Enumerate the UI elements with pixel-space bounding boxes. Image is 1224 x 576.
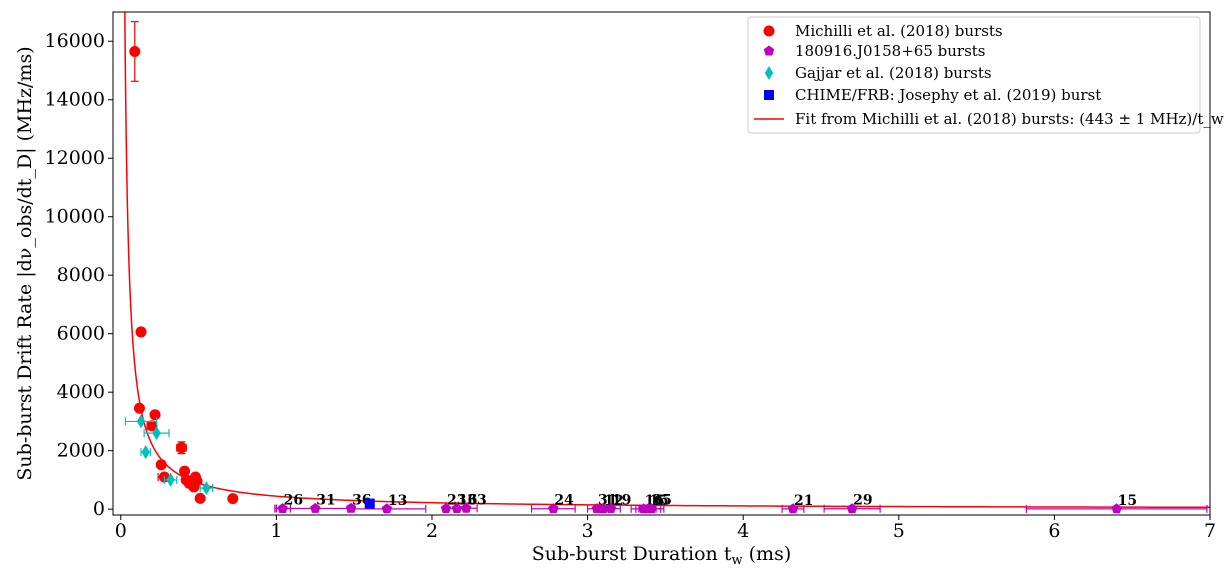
data-point: [152, 426, 161, 441]
x-tick-label: 7: [1204, 520, 1216, 542]
y-tick-label: 12000: [45, 147, 105, 169]
burst-label: 29: [853, 493, 872, 509]
x-axis-label-text: Sub-burst Duration t: [532, 543, 732, 565]
data-point: [646, 503, 657, 514]
data-point: [141, 445, 150, 460]
data-point: [460, 502, 472, 513]
data-point: [787, 503, 799, 514]
x-axis-label-subscript: w: [731, 553, 742, 568]
y-axis-label: Sub-burst Drift Rate |dν_obs/dt_D| (MHz/…: [14, 46, 36, 480]
data-point: [188, 481, 200, 493]
data-point: [133, 402, 145, 414]
legend-label: 180916.J0158+65 bursts: [795, 42, 986, 60]
data-point: [149, 409, 161, 421]
burst-label: 19: [612, 493, 631, 509]
y-tick-label: 4000: [57, 381, 105, 403]
legend-box: [747, 16, 1201, 134]
data-point: [605, 503, 617, 514]
data-point: [1111, 503, 1122, 514]
data-point: [846, 503, 858, 514]
x-tick-label: 0: [115, 520, 127, 542]
plot-frame: [112, 11, 1211, 516]
data-point: [129, 45, 141, 57]
data-point: [364, 498, 375, 509]
data-point: [381, 503, 393, 514]
data-point: [194, 492, 206, 504]
data-point: [227, 493, 239, 505]
burst-label: 24: [554, 493, 574, 509]
y-tick-label: 6000: [57, 323, 105, 345]
data-point: [166, 472, 175, 487]
y-tick-label: 0: [93, 498, 105, 520]
y-tick-label: 8000: [57, 264, 105, 286]
data-point: [179, 465, 191, 477]
burst-label: 31: [316, 492, 335, 508]
data-point: [146, 420, 158, 432]
burst-label: 23: [447, 493, 466, 509]
series-0: [129, 21, 239, 505]
data-point: [155, 459, 167, 471]
data-point: [136, 414, 146, 429]
burst-label: 21: [794, 493, 813, 509]
y-tick-label: 14000: [45, 89, 105, 111]
legend-marker: [763, 45, 775, 56]
legend-marker: [764, 90, 774, 100]
burst-label: 26: [284, 493, 303, 509]
legend-label: CHIME/FRB: Josephy et al. (2019) burst: [795, 86, 1101, 104]
axes: 0 1 2 3 4 5 6 702000400060008000100001200014000…: [14, 11, 1216, 568]
legend: Michilli et al. (2018) bursts 180916.J015…: [747, 16, 1224, 134]
burst-label: 33: [467, 492, 486, 508]
y-tick-label: 2000: [57, 440, 105, 462]
burst-label: 16: [458, 493, 477, 509]
series-3: [364, 498, 375, 509]
x-tick-label: 2: [426, 520, 438, 542]
burst-label: 35: [652, 493, 671, 509]
data-point: [310, 502, 321, 513]
x-axis-label-unit: (ms): [743, 543, 792, 565]
x-tick-label: 4: [737, 520, 749, 542]
burst-label: 15: [1118, 493, 1137, 509]
data-point: [175, 442, 187, 454]
series-2: [124, 414, 214, 496]
legend-fit-label: Fit from Michilli et al. (2018) bursts: …: [795, 110, 1224, 128]
legend-label: Michilli et al. (2018) bursts: [795, 22, 1003, 40]
x-axis-label: Sub-burst Duration tw (ms): [532, 543, 791, 568]
y-tick-label: 10000: [45, 206, 105, 228]
burst-label: 13: [388, 493, 407, 509]
y-tick-label: 16000: [45, 30, 105, 52]
legend-label: Gajjar et al. (2018) bursts: [795, 64, 992, 82]
legend-marker: [763, 25, 775, 37]
x-tick-label: 5: [893, 520, 905, 542]
data-point: [135, 326, 147, 338]
data-point: [202, 481, 211, 496]
x-tick-label: 1: [270, 520, 282, 542]
data-point: [548, 503, 559, 514]
legend-marker: [764, 66, 774, 80]
x-tick-label: 6: [1048, 520, 1060, 542]
x-tick-label: 3: [582, 520, 594, 542]
